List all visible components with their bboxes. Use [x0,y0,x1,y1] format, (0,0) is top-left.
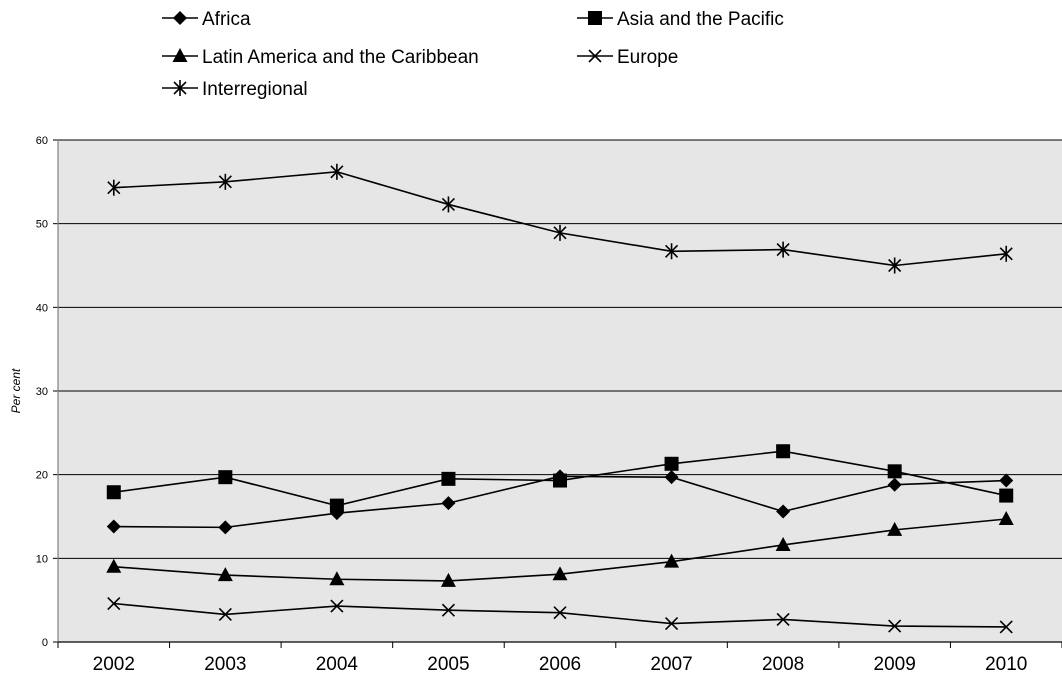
x-tick-label-2010: 2010 [985,654,1027,675]
series-interregional [107,163,1013,274]
y-tick-label-0: 0 [42,637,48,649]
legend-marker-europe [588,49,602,63]
point-africa-2009 [887,477,902,492]
y-tick-label-50: 50 [36,219,48,231]
y-tick-label-10: 10 [36,553,48,565]
point-interregional-2006 [553,224,567,241]
point-africa-2002 [106,519,121,534]
legend-label-europe: Europe [617,47,678,68]
x-tick-labels: 2002 2003 2004 2005 2006 2007 2008 2009 2010 [93,654,1028,675]
series-europe [107,596,1013,634]
point-europe-2010 [999,620,1013,634]
point-latin-america-and-the-caribbean-2004 [329,571,345,586]
point-interregional-2002 [107,179,121,196]
legend-marker-interregional [173,80,187,96]
point-europe-2008 [776,612,790,626]
point-asia-and-the-pacific-2003 [218,470,233,485]
legend-marker-asia-and-the-pacific [588,11,602,25]
legend-label-interregional: Interregional [202,79,308,100]
point-interregional-2004 [330,163,344,180]
point-africa-2003 [218,520,233,535]
point-latin-america-and-the-caribbean-2010 [998,511,1014,526]
y-tick-label-60: 60 [36,135,48,147]
point-africa-2007 [664,470,679,485]
point-europe-2003 [218,607,232,621]
legend-label-latin-america-and-the-caribbean: Latin America and the Caribbean [202,47,479,68]
point-europe-2004 [330,599,344,613]
series-latin-america-and-the-caribbean [106,511,1014,587]
y-tick-label-30: 30 [36,386,48,398]
y-tick-label-20: 20 [36,470,48,482]
legend-marker-africa [173,11,187,25]
point-interregional-2010 [999,245,1013,262]
point-africa-2005 [441,496,456,511]
series-group [106,163,1014,634]
legend-item-latin-america-and-the-caribbean: Latin America and the Caribbean [162,47,479,68]
point-latin-america-and-the-caribbean-2007 [664,553,680,568]
point-europe-2002 [107,596,121,611]
point-latin-america-and-the-caribbean-2003 [217,567,233,582]
legend-item-europe: Europe [577,47,678,68]
x-tick-label-2002: 2002 [93,654,135,675]
point-latin-america-and-the-caribbean-2009 [887,521,903,536]
point-asia-and-the-pacific-2002 [106,485,121,500]
x-tick-label-2008: 2008 [762,654,804,675]
point-asia-and-the-pacific-2005 [441,471,456,486]
x-tick-label-2005: 2005 [427,654,469,675]
point-africa-2008 [776,504,791,519]
series-asia-and-the-pacific [106,444,1014,513]
point-interregional-2009 [888,257,902,274]
point-europe-2007 [664,617,679,631]
legend-label-africa: Africa [202,9,251,30]
point-asia-and-the-pacific-2004 [329,498,344,513]
y-tick-labels: 0 10 20 30 40 50 60 [36,135,48,649]
point-europe-2005 [441,603,456,617]
legend-item-interregional: Interregional [162,79,308,100]
point-interregional-2003 [218,173,232,190]
y-tick-label-40: 40 [36,302,48,314]
legend-label-asia-and-the-pacific: Asia and the Pacific [617,9,784,30]
legend-item-asia-and-the-pacific: Asia and the Pacific [577,9,784,30]
point-asia-and-the-pacific-2010 [999,488,1014,503]
axes [57,140,1062,648]
point-asia-and-the-pacific-2007 [664,456,679,471]
point-asia-and-the-pacific-2008 [776,444,791,459]
point-europe-2006 [553,606,567,620]
x-tick-label-2007: 2007 [650,654,692,675]
point-latin-america-and-the-caribbean-2008 [775,536,791,551]
point-latin-america-and-the-caribbean-2002 [106,558,122,573]
point-interregional-2005 [441,196,456,213]
x-tick-label-2009: 2009 [874,654,916,675]
legend-marker-latin-america-and-the-caribbean [172,48,188,62]
point-interregional-2007 [664,243,679,260]
y-axis-label: Per cent [9,368,23,413]
point-asia-and-the-pacific-2009 [887,464,902,479]
point-europe-2009 [888,619,902,633]
point-asia-and-the-pacific-2006 [553,473,567,488]
legend-item-africa: Africa [162,9,251,30]
x-tick-label-2006: 2006 [539,654,581,675]
x-tick-label-2004: 2004 [316,654,359,675]
point-latin-america-and-the-caribbean-2005 [440,572,456,587]
point-africa-2010 [999,473,1014,488]
point-latin-america-and-the-caribbean-2006 [552,566,568,581]
legend: Africa Asia and the Pacific Latin America … [162,9,784,100]
x-tick-label-2003: 2003 [204,654,246,675]
point-interregional-2008 [776,241,790,258]
